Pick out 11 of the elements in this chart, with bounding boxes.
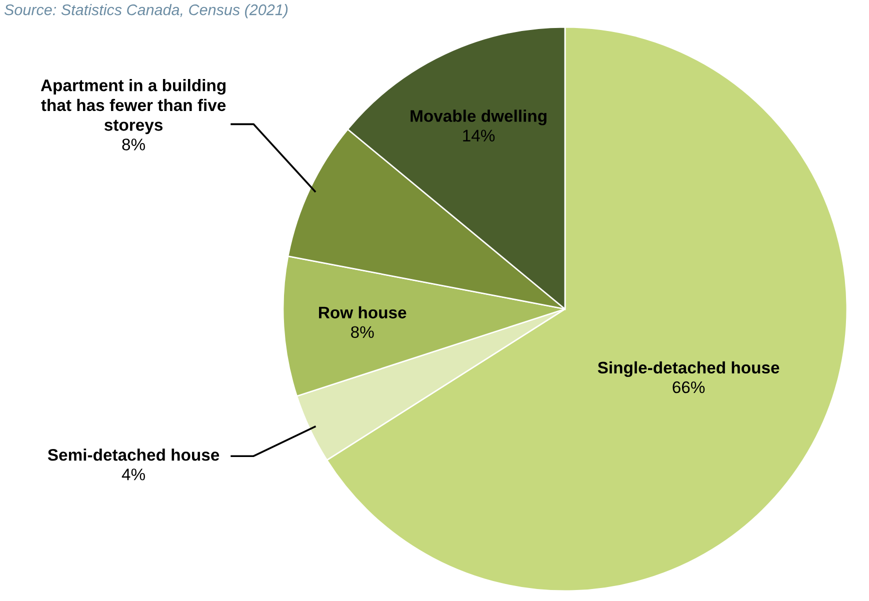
data-label: 66% xyxy=(672,381,705,394)
data-label: 14% xyxy=(463,130,495,142)
slice-label: Semi-detached house xyxy=(48,448,220,461)
slice-label: Single-detached house xyxy=(598,361,780,377)
data-label: 8% xyxy=(351,326,374,338)
source-note: Source: Statistics Canada, Census (2021) xyxy=(4,4,288,18)
data-label: 4% xyxy=(122,468,145,480)
slice-label: Movable dwelling xyxy=(410,110,546,126)
data-label: 8% xyxy=(122,138,145,150)
slice-label: Apartment in a building that has fewer than five storeys xyxy=(40,79,226,134)
slice-label: Row house xyxy=(319,306,406,318)
